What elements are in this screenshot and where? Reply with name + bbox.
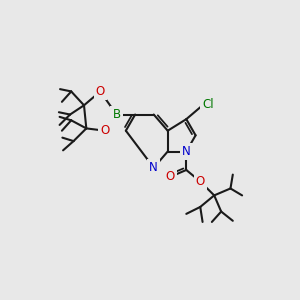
Text: N: N — [149, 161, 158, 174]
Text: O: O — [196, 175, 205, 188]
Text: O: O — [165, 170, 175, 183]
Text: Cl: Cl — [202, 98, 214, 111]
Text: O: O — [100, 124, 110, 137]
Text: N: N — [182, 145, 191, 158]
Text: B: B — [112, 108, 121, 121]
Text: O: O — [96, 85, 105, 98]
